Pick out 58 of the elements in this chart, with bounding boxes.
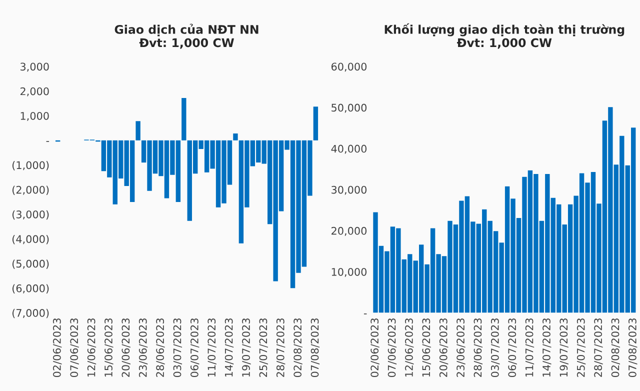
x-tick-label: 06/07/2023 bbox=[508, 318, 517, 378]
y-tick-label: (6,000) bbox=[12, 284, 49, 294]
x-tick-label: 14/07/2023 bbox=[224, 318, 234, 377]
x-tick-label: 03/07/2023 bbox=[173, 318, 182, 378]
x-tick-label: 02/08/2023 bbox=[294, 318, 302, 378]
chart-title: Giao dịch của NĐT NN bbox=[114, 24, 258, 36]
x-tick-label: 02/06/2023 bbox=[370, 318, 380, 378]
x-tick-label: 20/06/2023 bbox=[439, 318, 448, 377]
x-tick-label: 23/06/2023 bbox=[138, 318, 148, 377]
x-tick-label: 03/07/2023 bbox=[490, 318, 500, 378]
x-tick-label: 28/06/2023 bbox=[156, 318, 165, 377]
x-tick-label: 19/07/2023 bbox=[560, 318, 568, 377]
y-tick-label: 2,000 bbox=[20, 87, 49, 96]
x-tick-label: 19/07/2023 bbox=[242, 318, 251, 377]
y-tick-label: 50,000 bbox=[332, 104, 367, 113]
x-tick-label: 11/07/2023 bbox=[208, 318, 216, 377]
y-tick-label: (2,000) bbox=[12, 186, 49, 195]
y-tick-label: 10,000 bbox=[332, 268, 367, 277]
y-tick-label: 60,000 bbox=[331, 62, 367, 72]
y-tick-label: 30,000 bbox=[332, 186, 367, 195]
x-tick-label: 07/08/2023 bbox=[628, 318, 638, 378]
x-tick-label: 28/07/2023 bbox=[594, 318, 603, 377]
bar bbox=[313, 106, 318, 140]
chart-subtitle: Đvt: 1,000 CW bbox=[139, 38, 234, 49]
x-tick-label: 28/06/2023 bbox=[474, 318, 482, 377]
bar bbox=[233, 133, 238, 140]
x-tick-label: 23/06/2023 bbox=[456, 318, 466, 377]
y-tick-label: (5,000) bbox=[12, 260, 49, 269]
y-tick-label: (3,000) bbox=[12, 210, 49, 220]
x-tick-label: 25/07/2023 bbox=[259, 318, 268, 377]
x-tick-label: 20/06/2023 bbox=[122, 318, 130, 377]
bar bbox=[136, 121, 140, 140]
x-tick-label: 12/06/2023 bbox=[87, 318, 96, 377]
x-tick-label: 14/07/2023 bbox=[542, 318, 552, 377]
y-tick-label: - bbox=[364, 313, 367, 314]
y-tick-label: 20,000 bbox=[332, 226, 367, 236]
y-tick-label: 1,000 bbox=[20, 112, 49, 121]
x-tick-label: 12/06/2023 bbox=[405, 318, 414, 377]
y-tick-label: 40,000 bbox=[331, 144, 367, 154]
x-tick-label: 07/06/2023 bbox=[388, 318, 397, 378]
x-tick-label: 11/07/2023 bbox=[525, 318, 534, 377]
bar bbox=[182, 98, 186, 140]
x-tick-label: 15/06/2023 bbox=[104, 318, 114, 377]
y-tick-label: - bbox=[46, 141, 50, 142]
x-tick-label: 25/07/2023 bbox=[576, 318, 586, 377]
y-tick-label: (1,000) bbox=[12, 161, 49, 170]
x-tick-label: 02/08/2023 bbox=[611, 318, 620, 378]
y-tick-label: 3,000 bbox=[20, 62, 49, 72]
chart-title: Khối lượng giao dịch toàn thị trường bbox=[384, 23, 624, 36]
y-tick-label: (4,000) bbox=[12, 234, 49, 244]
y-tick-label: (7,000) bbox=[12, 308, 49, 318]
x-tick-label: 07/08/2023 bbox=[310, 318, 320, 378]
x-tick-label: 02/06/2023 bbox=[52, 318, 62, 378]
x-tick-label: 15/06/2023 bbox=[422, 318, 431, 377]
x-tick-label: 07/06/2023 bbox=[70, 318, 79, 378]
x-tick-label: 06/07/2023 bbox=[190, 318, 200, 378]
x-tick-label: 28/07/2023 bbox=[276, 318, 286, 377]
chart-subtitle: Đvt: 1,000 CW bbox=[457, 38, 552, 49]
